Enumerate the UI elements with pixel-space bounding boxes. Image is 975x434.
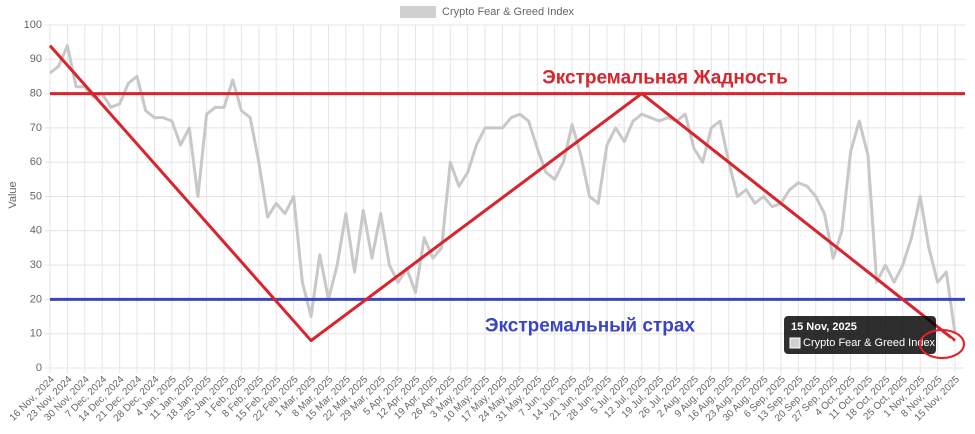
annotations: Экстремальная Жадность Экстремальный стра… bbox=[48, 44, 965, 343]
y-tick-label: 20 bbox=[30, 293, 42, 305]
tooltip-title: 15 Nov, 2025 bbox=[791, 321, 857, 333]
legend-label[interactable]: Crypto Fear & Greed Index bbox=[442, 6, 575, 18]
y-axis-title: Value bbox=[7, 181, 19, 208]
y-tick-label: 10 bbox=[30, 328, 42, 340]
hand-drawn-circle bbox=[919, 329, 965, 359]
y-tick-label: 70 bbox=[30, 122, 42, 134]
reference-label: Экстремальная Жадность bbox=[542, 68, 788, 89]
reference-label: Экстремальный страх bbox=[485, 315, 695, 336]
tooltip: 15 Nov, 2025 Crypto Fear & Greed Index: … bbox=[784, 316, 965, 359]
data-line bbox=[49, 44, 957, 334]
y-tick-label: 30 bbox=[30, 259, 42, 271]
y-tick-label: 0 bbox=[36, 362, 42, 374]
tooltip-value: 10 bbox=[941, 337, 953, 349]
tooltip-swatch bbox=[789, 337, 801, 349]
legend-swatch[interactable] bbox=[400, 6, 436, 18]
y-tick-label: 60 bbox=[30, 156, 42, 168]
y-tick-label: 90 bbox=[30, 53, 42, 65]
y-tick-label: 50 bbox=[30, 190, 42, 202]
y-tick-label: 100 bbox=[24, 19, 42, 31]
plot bbox=[49, 44, 957, 334]
tooltip-series: Crypto Fear & Greed Index: bbox=[803, 337, 938, 349]
y-tick-label: 80 bbox=[30, 88, 42, 100]
tooltip-box bbox=[784, 316, 936, 354]
trend-line bbox=[48, 44, 956, 343]
y-tick-label: 40 bbox=[30, 225, 42, 237]
tooltip-label: Crypto Fear & Greed Index: 10 bbox=[803, 337, 953, 349]
